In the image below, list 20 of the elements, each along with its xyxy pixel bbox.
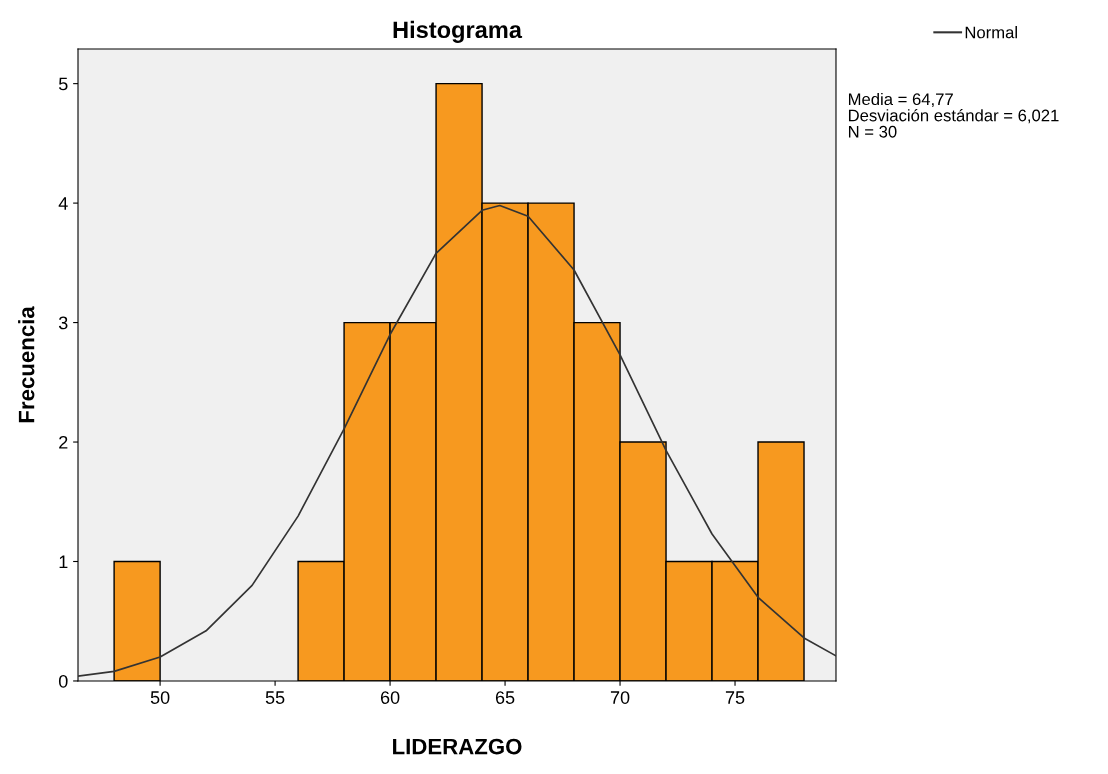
y-tick-label: 5 — [58, 77, 68, 91]
y-tick-label: 0 — [58, 674, 68, 688]
text: Media = 64,77 — [848, 92, 953, 108]
y-tick-label: 3 — [58, 316, 68, 330]
y-axis-title: Frecuencia — [18, 306, 35, 423]
x-tick-label: 55 — [265, 691, 285, 704]
y-tick-label: 4 — [58, 197, 68, 210]
text: Desviación estándar = 6,021 — [848, 108, 1059, 124]
x-tick-label: 50 — [150, 691, 170, 704]
x-axis-title: LIDERAZGO — [393, 738, 522, 755]
x-tick-label: 75 — [725, 691, 745, 704]
chart-title: Histograma — [393, 20, 523, 43]
legend-label: Normal — [965, 26, 1017, 39]
y-tick-label: 1 — [59, 555, 68, 569]
text: N = 30 — [848, 125, 897, 138]
line-series — [78, 204, 836, 678]
x-tick-label: 70 — [610, 691, 630, 704]
x-tick-label: 60 — [380, 691, 400, 704]
x-tick-label: 65 — [495, 691, 515, 704]
y-tick-label: 2 — [59, 435, 68, 449]
